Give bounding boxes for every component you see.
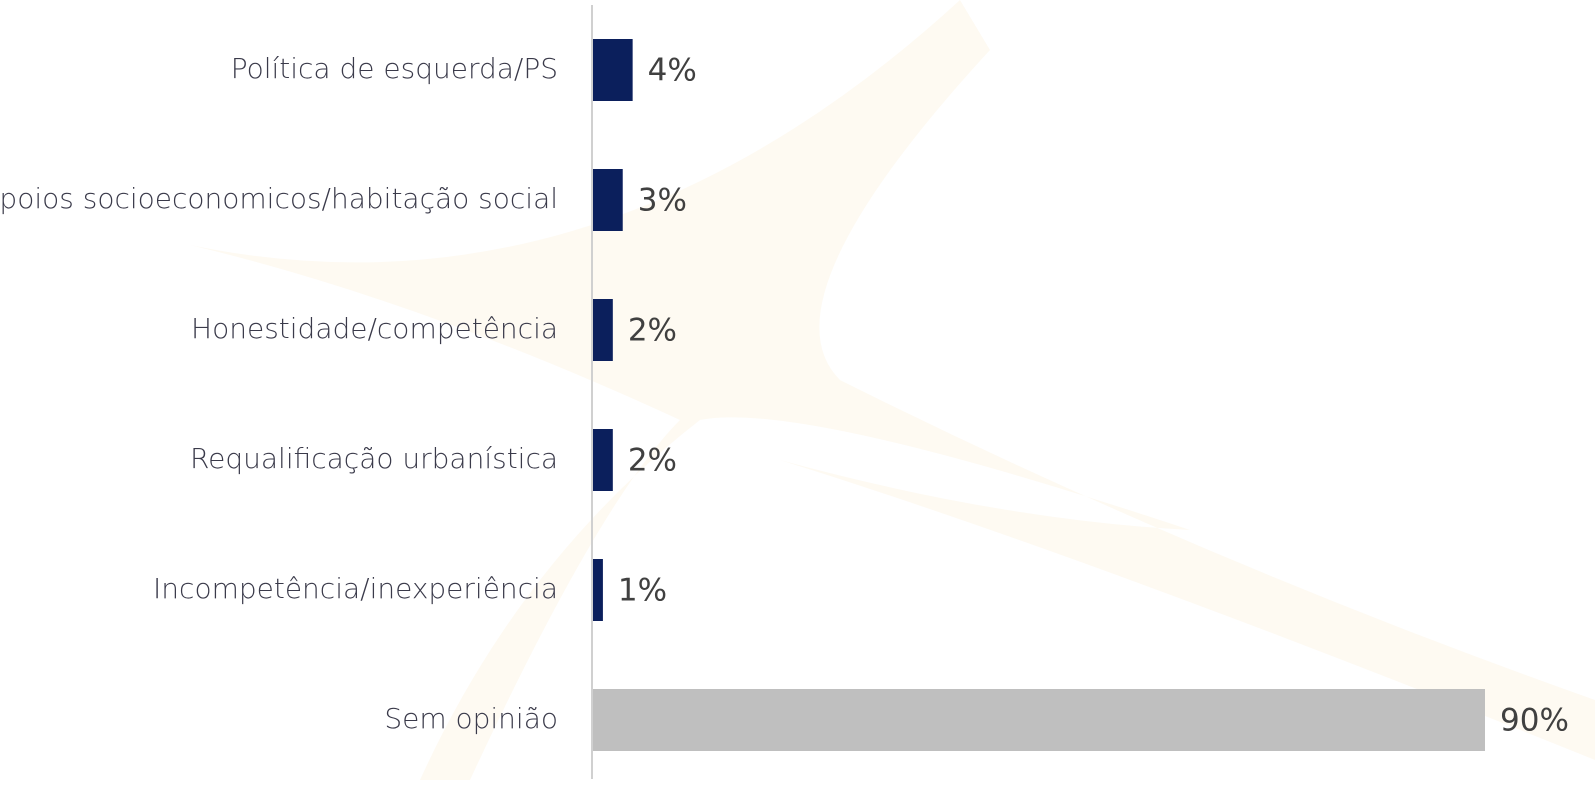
value-label: 1% bbox=[618, 573, 667, 609]
category-label: Requalificação urbanística bbox=[190, 442, 558, 475]
category-label: Incompetência/inexperiência bbox=[153, 572, 558, 605]
category-label: Política de esquerda/PS bbox=[231, 52, 558, 85]
bar bbox=[593, 299, 613, 361]
bar bbox=[593, 39, 633, 101]
value-label: 3% bbox=[638, 183, 687, 219]
category-label: Honestidade/competência bbox=[191, 312, 558, 345]
bar bbox=[593, 559, 603, 621]
watermark bbox=[190, 0, 1595, 780]
bar bbox=[593, 689, 1485, 751]
category-label: Sem opinião bbox=[384, 702, 558, 735]
value-label: 2% bbox=[628, 443, 677, 479]
bar bbox=[593, 429, 613, 491]
bar bbox=[593, 169, 623, 231]
value-label: 2% bbox=[628, 313, 677, 349]
value-label: 90% bbox=[1500, 703, 1569, 739]
value-label: 4% bbox=[648, 53, 697, 89]
category-label: Apoios socioeconomicos/habitação social bbox=[0, 182, 558, 215]
